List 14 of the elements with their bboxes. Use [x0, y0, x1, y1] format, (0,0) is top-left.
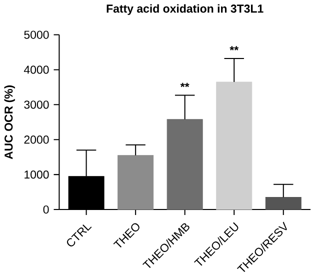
bar — [166, 118, 203, 210]
y-tick-label: 1000 — [24, 170, 49, 179]
y-tick-label: 5000 — [24, 30, 49, 39]
chart-title: Fatty acid oxidation in 3T3L1 — [106, 4, 264, 15]
y-tick-label: 2000 — [24, 135, 49, 144]
y-tick-label: 3000 — [24, 100, 49, 109]
bar — [216, 82, 252, 210]
y-tick-label: 4000 — [24, 66, 49, 74]
annotation: ** — [230, 46, 239, 50]
annotation: ** — [180, 82, 190, 87]
y-axis-title: AUC OCR (%) — [4, 85, 15, 160]
bar — [118, 154, 154, 210]
y-tick-label: 0 — [43, 205, 49, 214]
bar — [265, 196, 302, 210]
